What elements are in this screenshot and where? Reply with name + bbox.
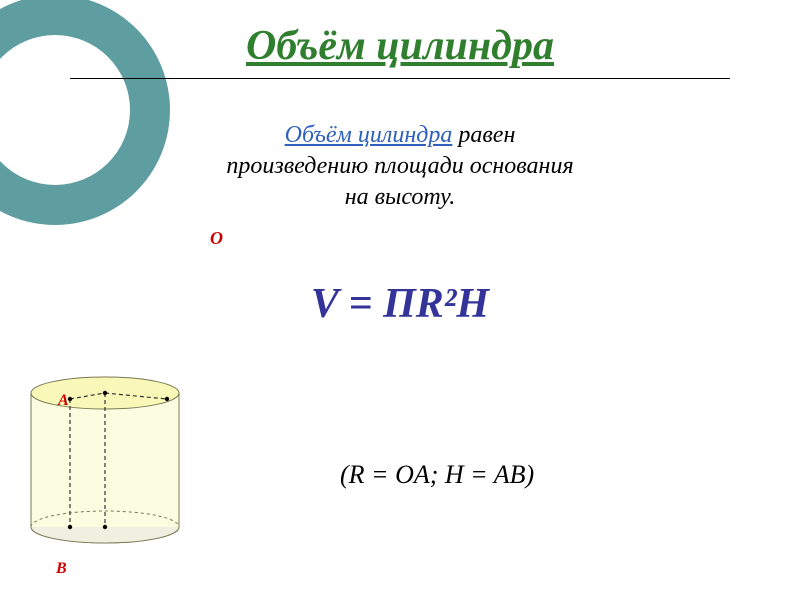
definition-term: Объём цилиндра (285, 122, 453, 148)
cylinder-diagram (25, 375, 185, 545)
cylinder-svg (25, 375, 185, 545)
page-title: Объём цилиндра (246, 23, 554, 69)
point-label-o: O (210, 228, 223, 249)
formula-legend: (R = OA; H = AB) (340, 460, 534, 490)
definition-text: Объём цилиндра равен произведению площад… (0, 120, 800, 214)
volume-formula: V = ПR²H (0, 280, 800, 328)
definition-rest-3: на высоту. (345, 184, 456, 210)
point-label-b: B (56, 560, 67, 578)
definition-rest-1: равен (452, 122, 515, 148)
title-block: Объём цилиндра (0, 22, 800, 79)
title-underline (70, 78, 730, 79)
point-label-a: A (58, 392, 69, 410)
definition-rest-2: произведению площади основания (226, 153, 573, 179)
